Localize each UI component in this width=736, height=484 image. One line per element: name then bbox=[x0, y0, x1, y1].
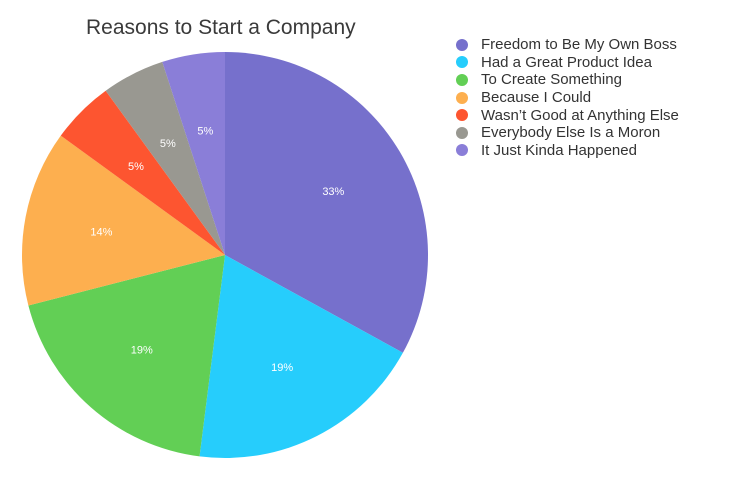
pie-slice bbox=[225, 52, 428, 353]
legend-swatch bbox=[456, 73, 468, 86]
slice-label: 5% bbox=[197, 126, 213, 138]
pie-slice bbox=[199, 255, 403, 458]
legend-item: It Just Kinda Happened bbox=[456, 142, 679, 160]
pie-slice bbox=[60, 90, 226, 255]
legend-label: It Just Kinda Happened bbox=[481, 141, 637, 159]
pie-slice bbox=[162, 52, 225, 255]
legend-item: To Create Something bbox=[456, 71, 679, 89]
legend-label: Everybody Else Is a Moron bbox=[481, 124, 661, 142]
legend-swatch bbox=[456, 38, 468, 51]
legend-swatch bbox=[456, 109, 468, 122]
slice-label: 19% bbox=[271, 362, 293, 374]
slice-label: 14% bbox=[90, 226, 112, 238]
legend-label: To Create Something bbox=[481, 71, 622, 89]
legend: Freedom to Be My Own Boss Had a Great Pr… bbox=[456, 36, 679, 159]
slice-label: 33% bbox=[322, 186, 344, 198]
legend-label: Freedom to Be My Own Boss bbox=[481, 36, 677, 54]
legend-item: Because I Could bbox=[456, 89, 679, 107]
legend-swatch bbox=[456, 56, 468, 69]
slice-label: 19% bbox=[131, 344, 153, 356]
pie-slice bbox=[22, 135, 225, 306]
legend-swatch bbox=[456, 91, 468, 104]
legend-swatch bbox=[456, 126, 468, 139]
chart-title: Reasons to Start a Company bbox=[86, 16, 356, 39]
legend-label: Wasn’t Good at Anything Else bbox=[481, 106, 679, 124]
legend-item: Had a Great Product Idea bbox=[456, 54, 679, 72]
pie-slice bbox=[28, 255, 225, 457]
pie-slice bbox=[105, 61, 225, 255]
slice-label: 5% bbox=[160, 138, 176, 150]
legend-swatch bbox=[456, 144, 468, 157]
legend-item: Freedom to Be My Own Boss bbox=[456, 36, 679, 54]
legend-label: Because I Could bbox=[481, 89, 592, 107]
slice-label: 5% bbox=[128, 161, 144, 173]
legend-item: Everybody Else Is a Moron bbox=[456, 124, 679, 142]
legend-item: Wasn’t Good at Anything Else bbox=[456, 106, 679, 124]
legend-label: Had a Great Product Idea bbox=[481, 53, 652, 71]
